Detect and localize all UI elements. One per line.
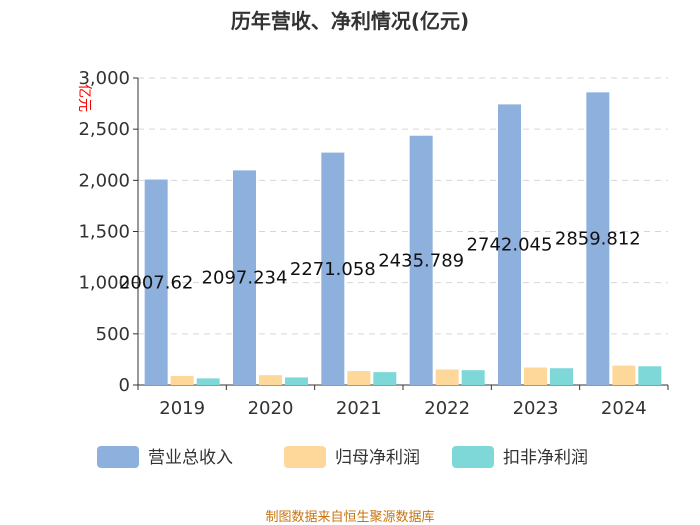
data-label: 2097.234 (202, 268, 288, 289)
y-tick-label: 3,000 (78, 68, 130, 89)
bar-3 (638, 366, 662, 385)
bar-3 (285, 377, 308, 385)
bar-1 (409, 135, 433, 385)
legend-swatch (452, 446, 494, 468)
bar-3 (373, 372, 397, 385)
source-note: 制图数据来自恒生聚源数据库 (265, 509, 434, 525)
y-tick-label: 2,500 (78, 119, 130, 140)
bar-3 (550, 368, 573, 385)
bar-2 (612, 365, 636, 385)
legend-swatch (97, 446, 139, 468)
data-label: 2859.812 (555, 229, 641, 250)
legend-swatch (284, 446, 326, 468)
x-tick-label: 2021 (336, 398, 382, 419)
y-tick-label: 1,500 (78, 222, 130, 243)
y-tick-label: 0 (119, 375, 130, 396)
bars (144, 92, 662, 386)
x-tick-label: 2024 (601, 398, 647, 419)
y-tick-label: 500 (96, 324, 130, 345)
bar-3 (196, 378, 220, 385)
x-tick-label: 2020 (248, 398, 294, 419)
axes: 0 500 1,000 1,500 2,000 2,500 3,000 2019 2020 202… (78, 68, 669, 419)
bar-2 (435, 369, 459, 385)
legend-label: 归母净利润 (335, 448, 420, 468)
bar-2 (524, 367, 547, 385)
chart-title: 历年营收、净利情况(亿元) (231, 9, 469, 33)
data-label: 2271.058 (290, 259, 376, 280)
data-label: 2435.789 (378, 250, 464, 271)
grid-lines (138, 77, 668, 335)
legend-label: 营业总收入 (148, 448, 233, 468)
bar-1 (498, 104, 521, 385)
bar-2 (347, 370, 371, 385)
y-tick-label: 2,000 (78, 170, 130, 191)
bar-3 (461, 370, 485, 385)
x-tick-label: 2022 (424, 398, 470, 419)
unit-label: 亿元 (76, 84, 92, 112)
bar-2 (170, 375, 194, 385)
bar-2 (259, 375, 282, 385)
x-tick-label: 2023 (513, 398, 559, 419)
legend-label: 扣非净利润 (503, 448, 588, 468)
bar-1 (144, 179, 168, 385)
bar-1 (586, 92, 610, 386)
y-tick-label: 1,000 (78, 273, 130, 294)
data-label: 2742.045 (467, 235, 553, 256)
data-label: 2007.62 (119, 272, 193, 293)
bar-1 (233, 170, 256, 385)
bar-1 (321, 152, 345, 385)
x-tick-label: 2019 (159, 398, 205, 419)
legend: 营业总收入 归母净利润 扣非净利润 (97, 446, 588, 468)
